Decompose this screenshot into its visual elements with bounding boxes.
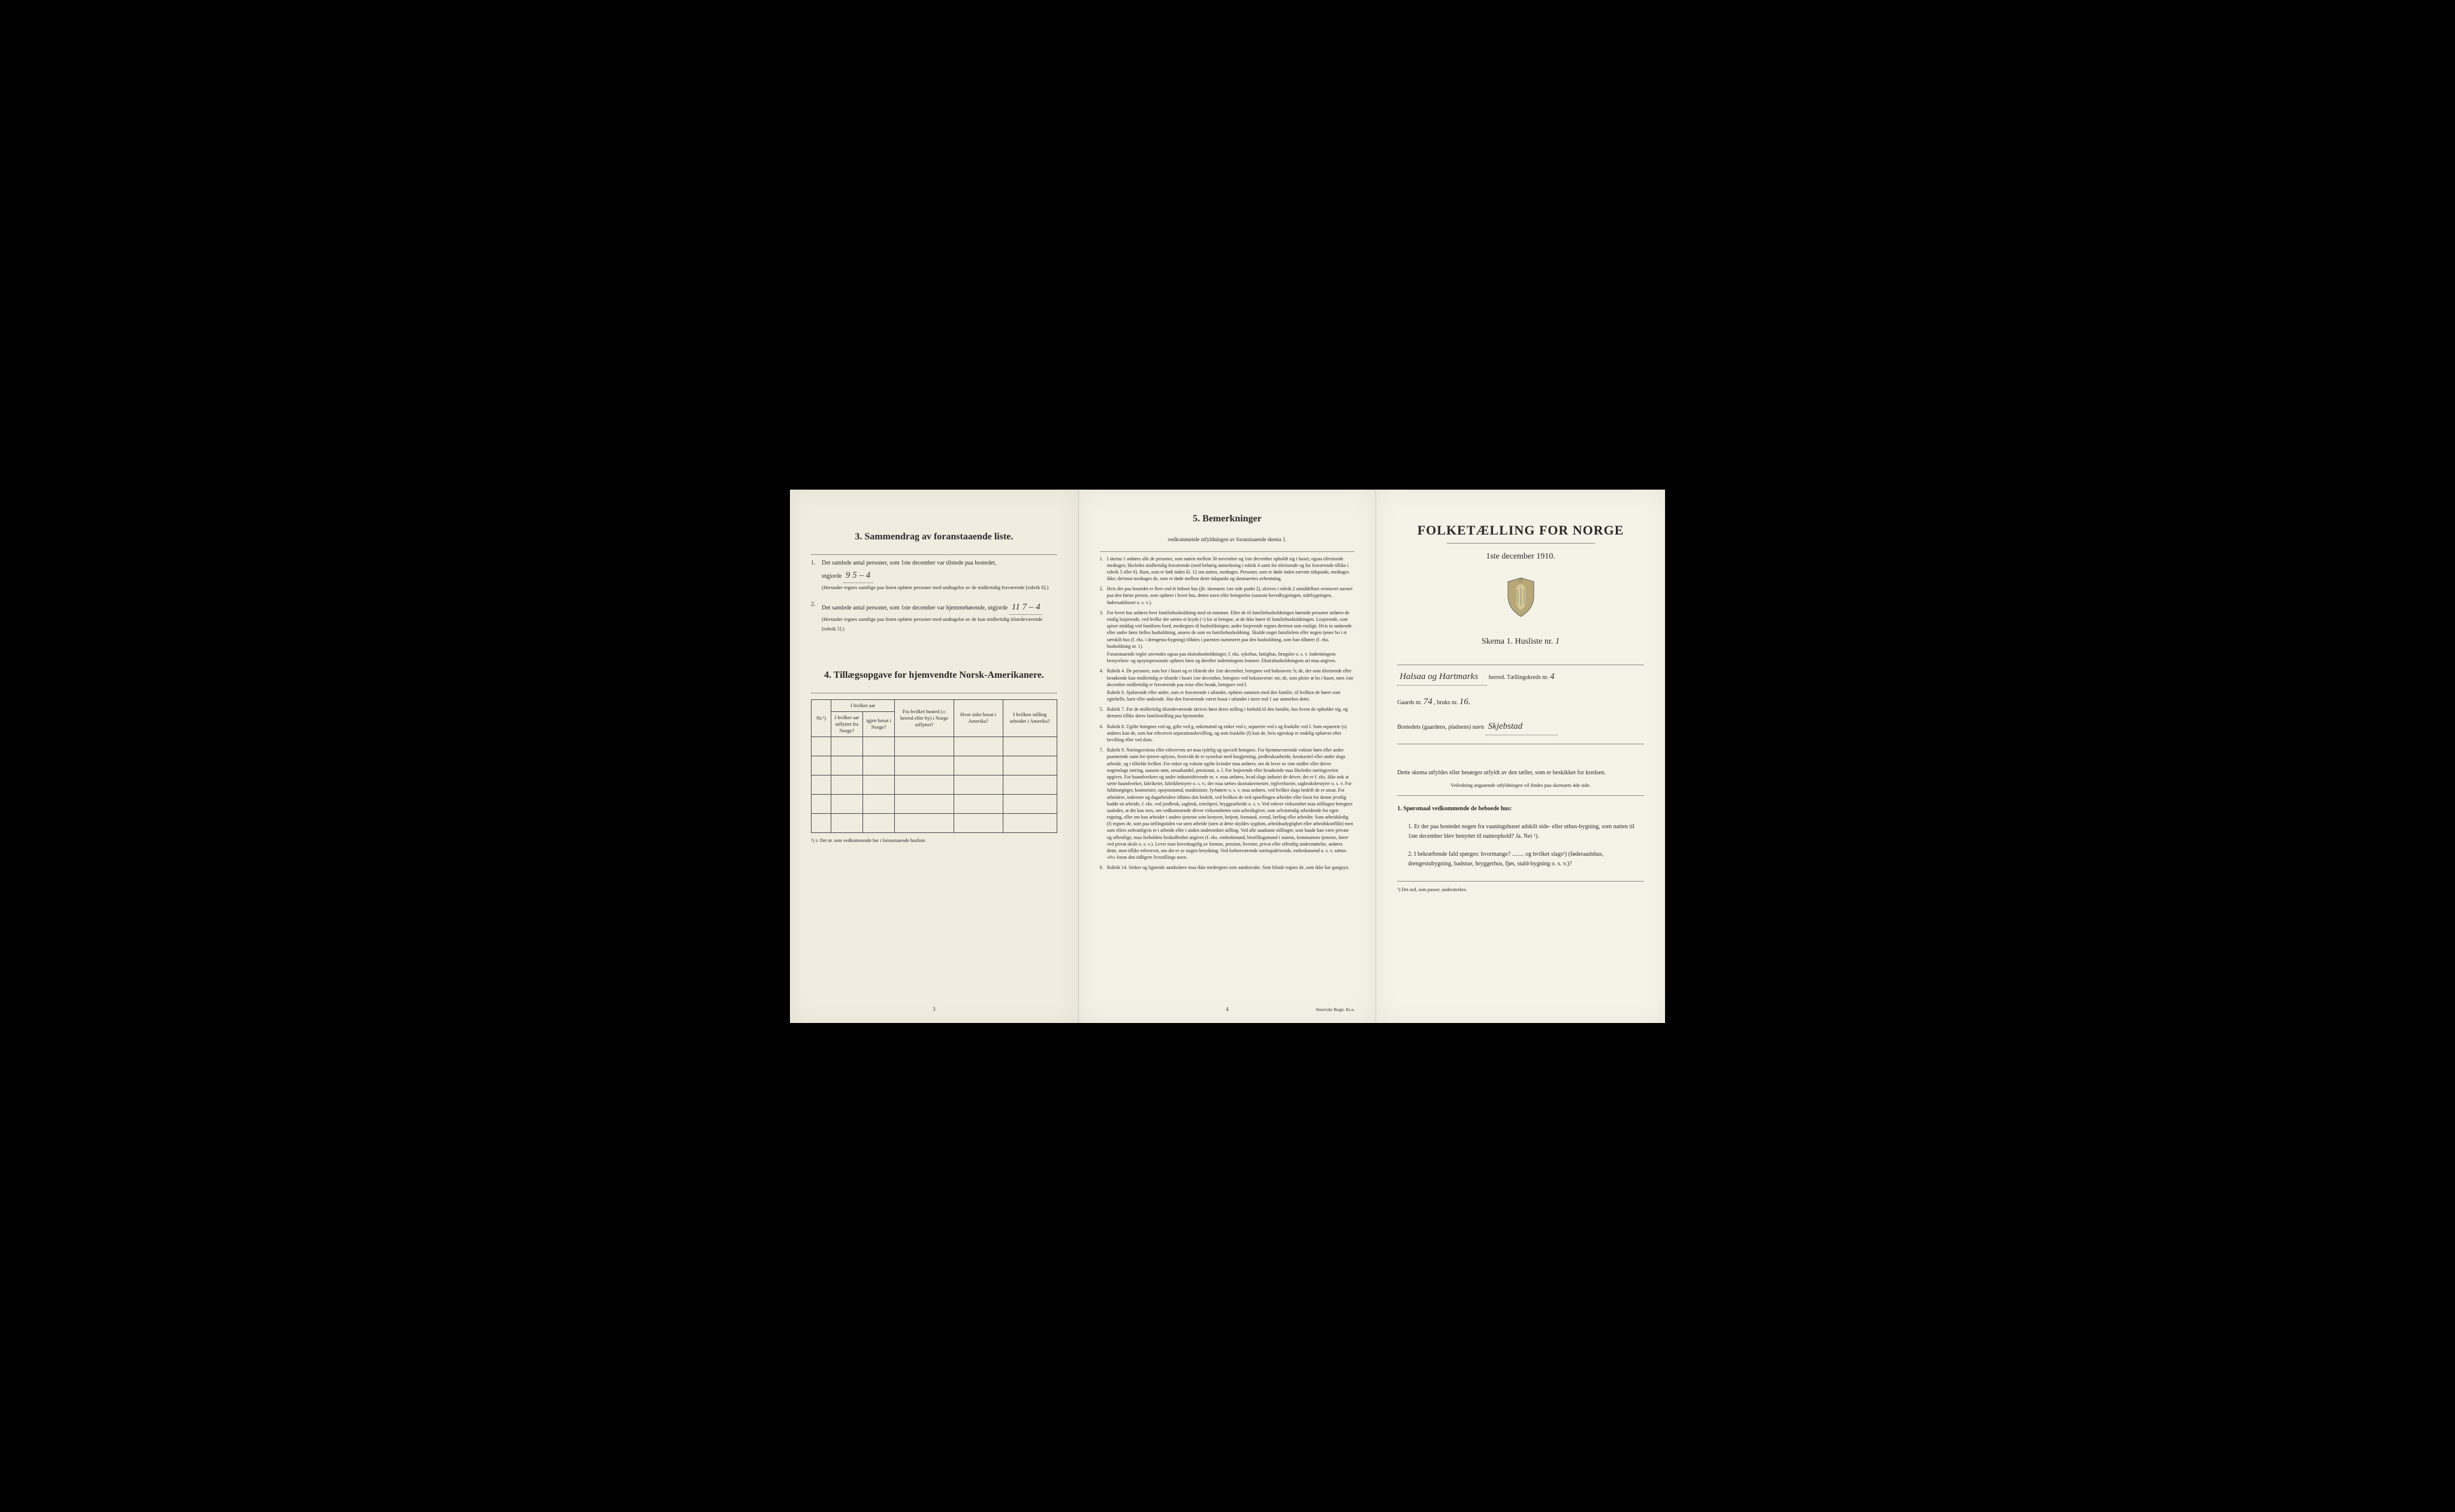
section5-title: 5. Bemerkninger	[1100, 514, 1355, 524]
item1-text: Det samlede antal personer, som 1ste dec…	[822, 560, 996, 566]
item-number: 1.	[811, 559, 822, 568]
census-date: 1ste december 1910.	[1397, 552, 1644, 562]
table-row	[812, 794, 1057, 813]
bosted-line: Bostedets (gaardens, pladsens) navn Skje…	[1397, 719, 1644, 735]
bosted-name: Skjebstad	[1486, 719, 1558, 735]
page-number: 3	[933, 1006, 936, 1012]
bruk-nr: 16.	[1459, 697, 1471, 707]
herred-name: Halsaa og Hartmarks	[1397, 669, 1487, 686]
remark-item: 7.Rubrik 9. Næringsveiens eller erhverve…	[1100, 747, 1355, 861]
divider	[1100, 551, 1355, 552]
th-year-group: I hvilket aar	[831, 699, 895, 711]
summary-item-1: 1. Det samlede antal personer, som 1ste …	[811, 559, 1057, 593]
gaard-label: Gaards nr.	[1397, 699, 1422, 706]
remark-item: 6.Rubrik 8. Ugifte betegnes ved ug, gift…	[1100, 723, 1355, 744]
table-row	[812, 756, 1057, 775]
gaard-nr: 74	[1423, 697, 1432, 707]
item2-handwritten: 11 7 – 4	[1009, 600, 1043, 615]
question-2: 2. I bekræftende fald spørges: hvormange…	[1408, 850, 1644, 869]
emigrant-table: Nr.¹) I hvilket aar Fra hvilket bosted (…	[811, 699, 1057, 833]
question-1: 1. Er der paa bostedet nogen fra vaaning…	[1408, 822, 1644, 841]
remarks-list: 1.I skema 1 anføres alle de personer, so…	[1100, 556, 1355, 871]
remark-item: 4.Rubrik 4. De personer, som bor i huset…	[1100, 668, 1355, 702]
bruk-label: , bruks nr.	[1434, 699, 1458, 706]
intro-1: Dette skema utfyldes eller besørges utfy…	[1397, 768, 1644, 778]
herred-label: herred. Tællingskreds nr.	[1489, 674, 1549, 681]
page-number: 4	[1226, 1006, 1229, 1012]
section3-title: 3. Sammendrag av foranstaaende liste.	[811, 532, 1057, 542]
summary-item-2: 2. Det samlede antal personer, som 1ste …	[811, 600, 1057, 634]
table-row	[812, 737, 1057, 756]
section4-title: 4. Tillægsopgave for hjemvendte Norsk-Am…	[811, 670, 1057, 681]
divider	[1447, 543, 1595, 544]
herred-line: Halsaa og Hartmarks herred. Tællingskred…	[1397, 669, 1644, 686]
section5-subtitle: vedkommende utfyldningen av foranstaaend…	[1100, 536, 1355, 542]
remark-item: 8.Rubrik 14. Sinker og lignende aandsslø…	[1100, 864, 1355, 871]
th-out: I hvilket aar utflyttet fra Norge?	[831, 711, 862, 737]
remark-item: 1.I skema 1 anføres alle de personer, so…	[1100, 556, 1355, 583]
item1-note: (Herunder regnes samtlige paa listen opf…	[822, 584, 1048, 590]
question-heading: 1. Spørsmaal vedkommende de beboede hus:	[1397, 804, 1644, 814]
divider	[1397, 795, 1644, 796]
item-number: 2.	[811, 600, 822, 609]
item1-prefix: utgjorde	[822, 573, 842, 580]
gaard-line: Gaards nr. 74 , bruks nr. 16.	[1397, 694, 1644, 710]
husliste-nr: 1	[1555, 636, 1560, 646]
th-back: igjen bosat i Norge?	[863, 711, 895, 737]
table-row	[812, 775, 1057, 794]
page-right: FOLKETÆLLING FOR NORGE 1ste december 191…	[1376, 490, 1665, 1023]
census-title: FOLKETÆLLING FOR NORGE	[1397, 523, 1644, 538]
coat-of-arms	[1397, 577, 1644, 621]
kreds-nr: 4	[1550, 672, 1555, 681]
th-where: Hvor sidst bosat i Amerika?	[954, 699, 1003, 737]
divider	[1397, 881, 1644, 882]
table-footnote: ¹) ɔ: Det nr. som vedkommende har i fora…	[811, 838, 1057, 843]
table-header-row: Nr.¹) I hvilket aar Fra hvilket bosted (…	[812, 699, 1057, 711]
page3-footnote: ¹) Det ord, som passer, understrekes.	[1397, 886, 1644, 894]
crest-icon	[1504, 577, 1537, 618]
divider	[811, 554, 1057, 555]
bosted-label: Bostedets (gaardens, pladsens) navn	[1397, 724, 1484, 731]
th-job: I hvilken stilling arbeidet i Amerika?	[1003, 699, 1057, 737]
item1-handwritten: 9 5 – 4	[843, 568, 873, 583]
th-from: Fra hvilket bosted (ɔ: herred eller by) …	[895, 699, 954, 737]
skema-label: Skema 1. Husliste nr.	[1482, 637, 1553, 646]
page-middle: 5. Bemerkninger vedkommende utfyldningen…	[1079, 490, 1376, 1023]
schema-line: Skema 1. Husliste nr. 1	[1397, 636, 1644, 647]
item2-note: (Herunder regnes samtlige paa listen opf…	[822, 616, 1042, 632]
remark-item: 5.Rubrik 7. For de midlertidig tilstedev…	[1100, 706, 1355, 719]
printer-credit: Steen'ske Bogtr. Kr.a.	[1316, 1007, 1355, 1012]
table-row	[812, 813, 1057, 832]
th-nr: Nr.¹)	[812, 699, 831, 737]
page-left: 3. Sammendrag av foranstaaende liste. 1.…	[790, 490, 1079, 1023]
remark-item: 3.For hvert hus anføres hver familiehush…	[1100, 609, 1355, 665]
remark-item: 2.Hvis der paa bostedet er flere end ét …	[1100, 586, 1355, 606]
item2-text: Det samlede antal personer, som 1ste dec…	[822, 605, 1008, 611]
document-spread: 3. Sammendrag av foranstaaende liste. 1.…	[790, 490, 1665, 1023]
intro-2: Veiledning angaaende utfyldningen vil fi…	[1397, 781, 1644, 790]
instructions: Dette skema utfyldes eller besørges utfy…	[1397, 768, 1644, 894]
